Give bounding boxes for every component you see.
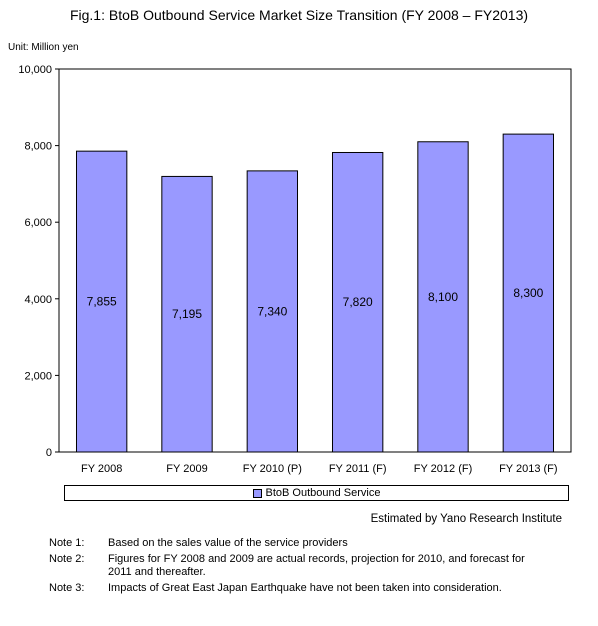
note-2: Note 2: Figures for FY 2008 and 2009 are…: [49, 553, 548, 580]
note-1-label: Note 1:: [49, 537, 85, 549]
bar: [331, 151, 384, 453]
unit-label: Unit: Million yen: [8, 42, 79, 53]
y-tick-label: 6,000: [24, 217, 52, 229]
note-1-text: Based on the sales value of the service …: [108, 537, 348, 549]
bar: [75, 150, 128, 453]
legend-swatch: [252, 488, 262, 498]
y-axis-ticks: 0 2,000 4,000 6,000 8,000 10,000: [18, 64, 59, 459]
bar: [161, 175, 213, 453]
x-tick-label: FY 2008: [81, 463, 122, 475]
data-label: 7,340: [257, 304, 287, 318]
data-label: 8,300: [513, 286, 543, 300]
chart-title: Fig.1: BtoB Outbound Service Market Size…: [69, 7, 529, 23]
bar: [417, 141, 469, 453]
x-tick-label: FY 2013 (F): [499, 463, 558, 475]
bars: 7,855 7,195 7,340 7,820 8,100 8,300: [75, 133, 555, 453]
notes: Note 1: Based on the sales value of the …: [49, 537, 548, 597]
x-tick-label: FY 2012 (F): [414, 463, 473, 475]
y-tick-label: 4,000: [24, 294, 52, 306]
note-3-text: Impacts of Great East Japan Earthquake h…: [108, 581, 502, 594]
bar: [502, 133, 555, 453]
data-label: 7,195: [172, 307, 202, 321]
data-label: 7,820: [343, 295, 373, 309]
note-2-text: Figures for FY 2008 and 2009 are actual …: [108, 552, 525, 579]
x-axis-labels: FY 2008 FY 2009 FY 2010 (P) FY 2011 (F) FY 2…: [81, 463, 558, 475]
y-tick-label: 2,000: [24, 370, 52, 382]
bar: [246, 170, 299, 453]
x-tick-label: FY 2009: [166, 463, 207, 475]
source-note: Estimated by Yano Research Institute: [370, 513, 562, 525]
x-tick-label: FY 2010 (P): [243, 463, 302, 475]
y-tick-label: 10,000: [18, 64, 52, 76]
data-label: 8,100: [428, 290, 458, 304]
x-tick-label: FY 2011 (F): [329, 463, 387, 475]
note-2-label: Note 2:: [49, 552, 85, 565]
note-3-label: Note 3:: [49, 581, 85, 594]
y-tick-label: 0: [46, 447, 52, 459]
data-label: 7,855: [87, 295, 117, 309]
legend-label: BtoB Outbound Service: [265, 487, 381, 499]
note-3: Note 3: Impacts of Great East Japan Eart…: [49, 582, 548, 596]
plot-area: [58, 68, 572, 453]
note-1: Note 1: Based on the sales value of the …: [49, 537, 548, 551]
legend: BtoB Outbound Service: [64, 485, 569, 501]
y-tick-label: 8,000: [24, 141, 52, 153]
